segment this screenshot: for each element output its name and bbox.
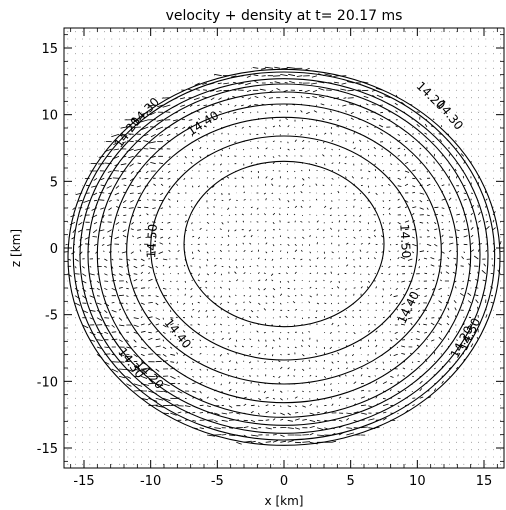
y-tick-label: 10	[41, 109, 58, 124]
density-contour-14-40	[126, 116, 442, 385]
density-contour-14-00	[79, 78, 489, 434]
x-tick-label: -5	[211, 474, 224, 489]
x-tick-label: 15	[476, 474, 493, 489]
x-tick-label: 0	[280, 474, 288, 489]
density-contour-13-90	[72, 71, 496, 441]
density-contours	[67, 68, 501, 446]
velocity-arrows	[64, 31, 504, 465]
density-contour-13-80	[67, 68, 501, 446]
x-axis-label: x [km]	[265, 494, 304, 508]
density-contour-14-60	[183, 160, 385, 328]
density-contour-14-10	[87, 83, 481, 426]
density-contour-14-50	[150, 135, 418, 361]
density-contour-14-20	[96, 91, 472, 418]
contour-label: 14.40	[185, 108, 221, 138]
contour-label: 14.30	[434, 97, 466, 133]
y-axis-label: z [km]	[9, 229, 23, 267]
contour-label: 14.50	[144, 224, 160, 259]
contour-label: 14.50	[397, 224, 413, 259]
y-tick-label: -5	[45, 309, 58, 324]
y-tick-label: -15	[37, 442, 58, 457]
axis-ticks: -15 -10 -5 0 5 10 15 -15 -10 -5 0 5 10 15	[37, 28, 504, 489]
x-tick-label: -15	[73, 474, 94, 489]
x-tick-label: -10	[140, 474, 161, 489]
x-tick-label: 5	[347, 474, 355, 489]
contour-label: 14.30	[128, 95, 162, 129]
y-tick-label: 5	[50, 175, 58, 190]
y-tick-label: 15	[41, 42, 58, 57]
velocity-vector-field	[64, 31, 504, 465]
x-tick-label: 10	[409, 474, 426, 489]
y-tick-label: -10	[37, 375, 58, 390]
chart-title: velocity + density at t= 20.17 ms	[166, 8, 403, 24]
density-contour-14-30	[110, 103, 458, 404]
y-tick-label: 0	[50, 242, 58, 257]
contour-label: 14.40	[162, 316, 194, 352]
